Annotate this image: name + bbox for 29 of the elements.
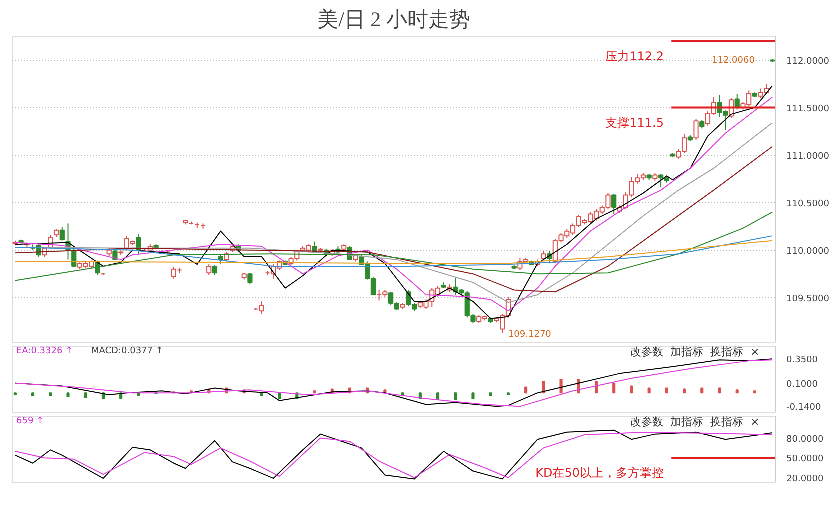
y-tick-label: -0.1400 xyxy=(786,403,822,414)
y-tick-label: 110.0000 xyxy=(786,246,830,257)
ref-line-label: 压力112.2 xyxy=(606,49,664,64)
annotation: 改参数 xyxy=(630,416,664,428)
annotation: × xyxy=(750,346,760,358)
y-tick-label: 0.3500 xyxy=(786,356,818,366)
y-tick-label: 111.0000 xyxy=(786,152,830,162)
annotation: 659 ↑ xyxy=(16,416,44,426)
ref-line-label: KD在50以上，多方掌控 xyxy=(536,466,664,480)
annotation: EA:0.3326 ↑ xyxy=(16,346,74,356)
annotation: 109.1270 xyxy=(508,330,552,340)
y-tick-label: 80.0000 xyxy=(786,434,824,445)
y-tick-label: 110.5000 xyxy=(786,199,830,210)
annotation: MACD:0.0377 ↑ xyxy=(92,346,164,356)
annotation: 换指标 xyxy=(710,416,744,428)
y-tick-label: 111.5000 xyxy=(786,104,830,114)
y-tick-label: 109.5000 xyxy=(786,294,830,304)
chart-title: 美/日 2 小时走势 xyxy=(318,8,470,32)
y-tick-label: 20.0000 xyxy=(786,474,824,484)
y-tick-label: 0.1000 xyxy=(786,380,818,390)
annotation: 加指标 xyxy=(670,346,704,358)
y-tick-label: 50.0000 xyxy=(786,454,824,465)
annotation: 换指标 xyxy=(710,346,744,358)
annotation: 改参数 xyxy=(630,346,664,358)
annotation: 112.0060 xyxy=(712,56,756,66)
annotation: × xyxy=(750,416,760,428)
y-tick-label: 112.0000 xyxy=(786,56,830,67)
annotation: 加指标 xyxy=(670,416,704,428)
ref-line-label: 支撑111.5 xyxy=(606,116,664,130)
